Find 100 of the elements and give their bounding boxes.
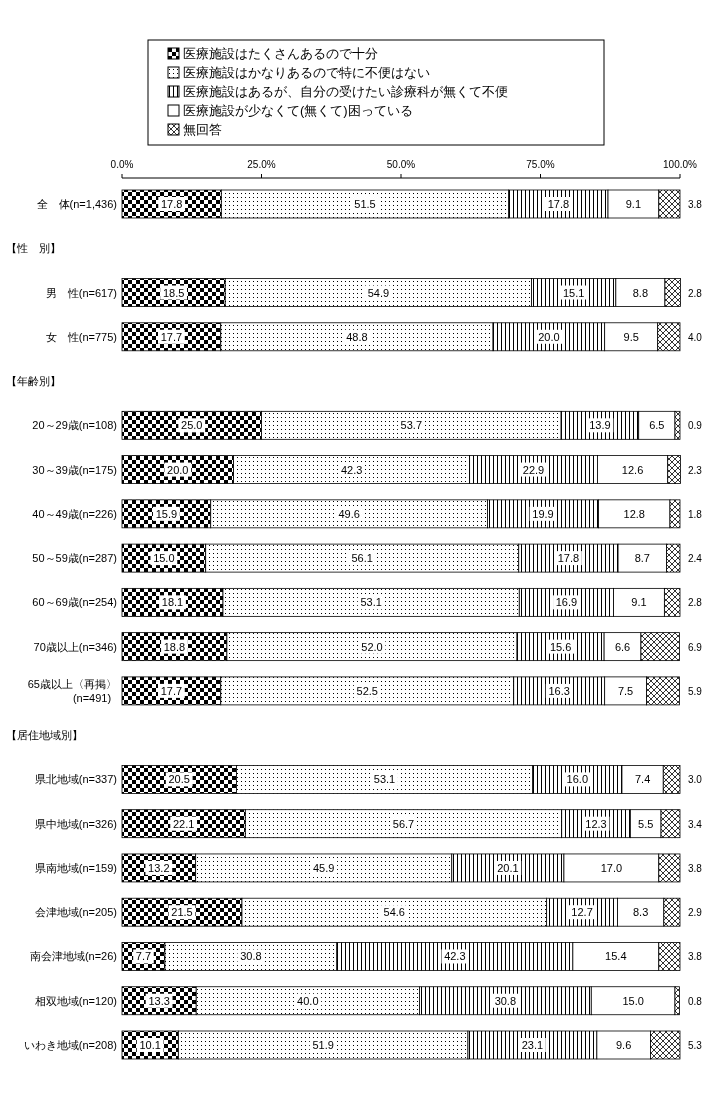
data-label: 8.3 (633, 906, 649, 919)
data-label: 10.1 (139, 1039, 161, 1051)
data-label: 17.7 (160, 330, 183, 343)
x-tick-label: 25.0% (247, 159, 276, 170)
data-label: 19.9 (532, 507, 554, 520)
data-label: 56.7 (392, 817, 415, 830)
data-label: 18.1 (161, 596, 184, 609)
data-label: 56.1 (351, 552, 373, 565)
y-tick-label: 相双地域(n=120) (34, 994, 117, 1007)
y-tick-label: 全 体(n=1,436) (36, 198, 117, 210)
data-label: 52.0 (361, 640, 383, 653)
legend-label: 無回答 (183, 122, 222, 137)
y-tick-label: 男 性(n=617) (45, 286, 117, 299)
data-label: 15.0 (153, 552, 175, 565)
data-label: 5.3 (688, 1040, 703, 1051)
data-label: 12.6 (621, 463, 644, 476)
data-label: 12.3 (585, 817, 607, 830)
y-tick-label: 南会津地域(n=26) (29, 950, 117, 963)
y-tick-label: 県北地域(n=337) (34, 773, 117, 786)
y-tick-label: 県中地域(n=326) (34, 817, 117, 830)
x-tick-label: 75.0% (526, 159, 555, 170)
data-label: 52.5 (356, 684, 378, 697)
data-label: 7.7 (135, 950, 152, 963)
y-tick-label: 65歳以上〈再掲〉 (n=491) (27, 677, 117, 704)
x-tick-label: 50.0% (386, 159, 416, 170)
data-label: 20.5 (168, 773, 190, 786)
data-label: 20.0 (167, 463, 189, 476)
data-label: 30.8 (240, 950, 262, 963)
data-label: 53.7 (400, 419, 423, 432)
data-label: 13.9 (589, 419, 611, 432)
data-label: 20.0 (538, 330, 560, 343)
data-label: 12.8 (623, 507, 645, 520)
legend-label: 医療施設はたくさんあるので十分 (183, 46, 378, 61)
text: 【居住地域別】 (6, 729, 83, 742)
data-label: 16.9 (555, 596, 578, 609)
data-label: 16.0 (566, 773, 589, 786)
data-label: 6.5 (649, 419, 665, 432)
data-label: 18.8 (163, 640, 186, 653)
data-label: 1.8 (688, 508, 703, 520)
data-label: 54.6 (383, 906, 406, 919)
data-label: 9.6 (615, 1039, 632, 1051)
data-label: 12.7 (571, 906, 593, 919)
data-label: 6.6 (614, 640, 631, 653)
data-label: 2.8 (688, 597, 703, 609)
y-tick-label: 60～69歳(n=254) (32, 596, 117, 609)
data-label: 17.8 (160, 198, 183, 210)
legend-label: 医療施設はあるが、自分の受けたい診療科が無くて不便 (183, 84, 508, 99)
y-tick-label: 30～39歳(n=175) (32, 463, 117, 476)
data-label: 42.3 (444, 950, 466, 963)
data-label: 7.5 (617, 684, 634, 697)
data-label: 13.3 (148, 994, 170, 1007)
data-label: 51.5 (354, 198, 376, 210)
data-label: 53.1 (360, 596, 382, 609)
data-label: 23.1 (521, 1039, 544, 1051)
y-tick-label: いわき地域(n=208) (23, 1039, 117, 1051)
data-label: 25.0 (181, 419, 203, 432)
text: 【年齢別】 (6, 375, 61, 388)
data-label: 17.0 (600, 861, 623, 874)
legend-label: 医療施設はかなりあるので特に不便はない (183, 65, 430, 80)
data-label: 3.8 (688, 199, 703, 210)
y-tick-label: 県南地域(n=159) (34, 861, 117, 874)
data-label: 17.8 (547, 198, 570, 210)
data-label: 8.8 (632, 286, 649, 299)
data-label: 9.1 (625, 198, 642, 210)
x-tick-label: 100.0% (663, 159, 698, 170)
y-tick-label: 会津地域(n=205) (34, 906, 117, 919)
data-label: 21.5 (171, 906, 193, 919)
data-label: 3.8 (688, 862, 703, 874)
data-label: 9.5 (623, 330, 639, 343)
y-tick-label: 50～59歳(n=287) (32, 552, 117, 565)
data-label: 53.1 (373, 773, 396, 786)
data-label: 17.8 (557, 552, 580, 565)
data-label: 9.1 (631, 596, 647, 609)
data-label: 4.0 (688, 331, 703, 343)
x-tick-label: 0.0% (110, 159, 134, 170)
data-label: 7.4 (634, 773, 651, 786)
data-label: 16.3 (548, 684, 570, 697)
data-label: 2.4 (688, 553, 703, 565)
data-label: 40.0 (297, 994, 319, 1007)
data-label: 42.3 (340, 463, 363, 476)
data-label: 20.1 (497, 861, 519, 874)
data-label: 3.4 (688, 818, 703, 830)
text: 【性 別】 (6, 242, 61, 255)
data-label: 3.0 (688, 774, 703, 786)
data-label: 48.8 (346, 330, 368, 343)
data-label: 6.9 (688, 641, 703, 653)
data-label: 2.3 (688, 464, 703, 476)
data-label: 15.0 (622, 994, 644, 1007)
y-tick-label: 40～49歳(n=226) (32, 507, 117, 520)
data-label: 15.4 (605, 950, 627, 963)
data-label: 15.6 (549, 640, 572, 653)
legend-label: 医療施設が少なくて(無くて)困っている (183, 103, 413, 118)
data-label: 0.9 (688, 420, 703, 432)
data-label: 5.9 (688, 685, 703, 697)
data-label: 15.9 (155, 507, 178, 520)
data-label: 22.9 (522, 463, 545, 476)
data-label: 54.9 (367, 286, 390, 299)
data-label: 8.7 (634, 552, 650, 565)
data-label: 5.5 (638, 817, 654, 830)
data-label: 22.1 (172, 817, 195, 830)
